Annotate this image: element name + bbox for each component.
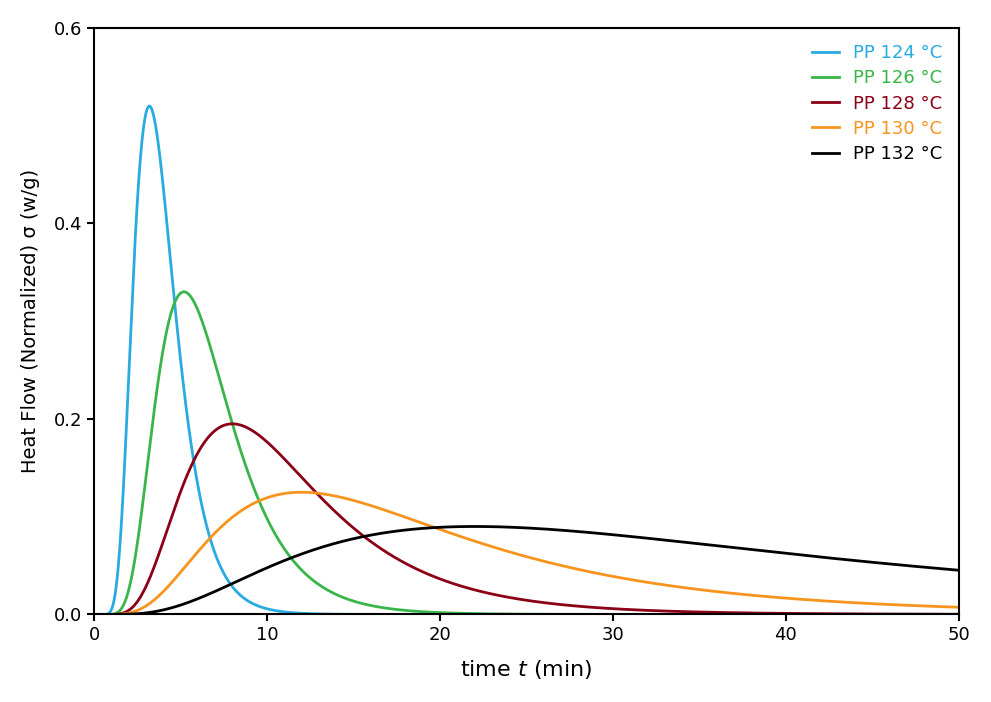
PP 128 °C: [606, 604, 618, 613]
PP 130 °C: [733, 590, 745, 598]
PP 126 °C: [246, 477, 258, 486]
PP 132 °C: [245, 571, 257, 579]
Line: PP 132 °C: PP 132 °C: [94, 526, 958, 614]
PP 126 °C: [651, 610, 663, 618]
PP 132 °C: [799, 551, 811, 559]
PP 124 °C: [208, 547, 220, 555]
PP 124 °C: [348, 610, 360, 618]
Line: PP 130 °C: PP 130 °C: [94, 492, 958, 614]
PP 126 °C: [733, 610, 745, 618]
PP 126 °C: [178, 288, 190, 296]
PP 128 °C: [799, 609, 811, 618]
PP 124 °C: [204, 532, 216, 541]
PP 126 °C: [952, 610, 964, 618]
PP 128 °C: [651, 607, 663, 615]
PP 124 °C: [144, 102, 156, 110]
PP 130 °C: [606, 572, 618, 581]
PP 128 °C: [88, 610, 100, 618]
Line: PP 124 °C: PP 124 °C: [94, 106, 354, 614]
PP 132 °C: [733, 544, 745, 552]
Line: PP 128 °C: PP 128 °C: [94, 424, 958, 614]
PP 130 °C: [295, 488, 307, 496]
PP 126 °C: [88, 610, 100, 618]
PP 124 °C: [119, 459, 131, 468]
Legend: PP 124 °C, PP 126 °C, PP 128 °C, PP 130 °C, PP 132 °C: PP 124 °C, PP 126 °C, PP 128 °C, PP 130 …: [805, 37, 949, 170]
PP 132 °C: [606, 531, 618, 539]
PP 128 °C: [227, 420, 239, 428]
PP 130 °C: [952, 603, 964, 611]
PP 130 °C: [245, 501, 257, 509]
PP 124 °C: [88, 610, 100, 618]
Line: PP 126 °C: PP 126 °C: [94, 292, 958, 614]
PP 130 °C: [651, 580, 663, 588]
PP 132 °C: [88, 610, 100, 618]
PP 128 °C: [733, 609, 745, 617]
Y-axis label: Heat Flow (Normalized) σ (w/g): Heat Flow (Normalized) σ (w/g): [21, 169, 40, 473]
PP 130 °C: [88, 610, 100, 618]
PP 130 °C: [799, 595, 811, 604]
PP 128 °C: [418, 569, 430, 577]
PP 128 °C: [246, 425, 258, 434]
PP 124 °C: [198, 512, 210, 520]
PP 132 °C: [651, 535, 663, 543]
PP 132 °C: [418, 524, 430, 532]
PP 124 °C: [236, 592, 248, 601]
PP 128 °C: [952, 610, 964, 618]
PP 126 °C: [606, 610, 618, 618]
PP 126 °C: [799, 610, 811, 618]
PP 132 °C: [469, 522, 481, 531]
PP 130 °C: [418, 519, 430, 528]
PP 124 °C: [108, 596, 120, 604]
X-axis label: time $t$ (min): time $t$ (min): [460, 658, 593, 681]
PP 126 °C: [418, 608, 430, 616]
PP 132 °C: [952, 566, 964, 574]
